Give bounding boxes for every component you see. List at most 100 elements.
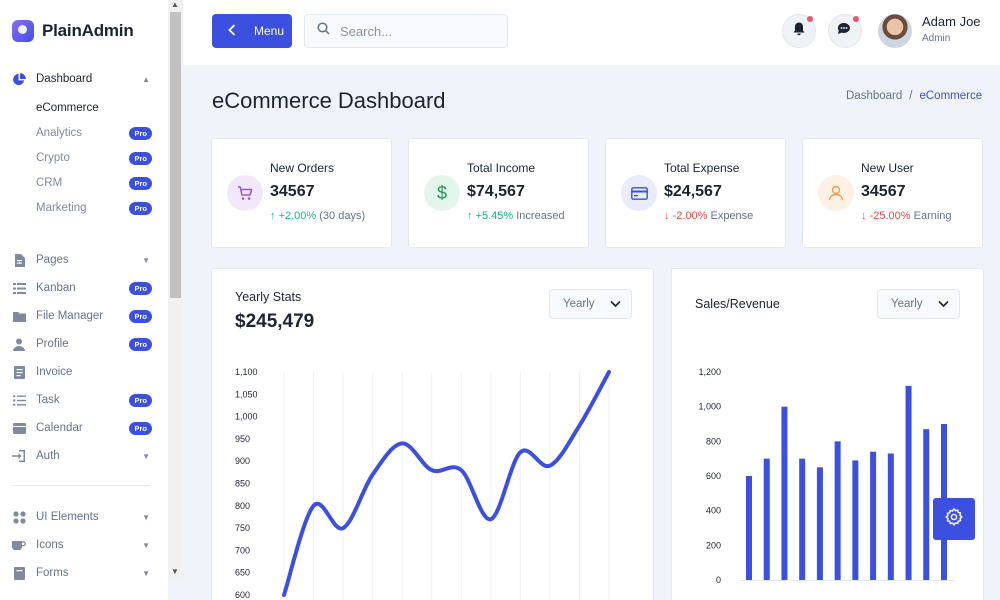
sidebar-item-calendar[interactable]: Calendar Pro xyxy=(12,418,152,438)
sidebar-item-invoice[interactable]: Invoice xyxy=(12,362,152,382)
sidebar-item-label: UI Elements xyxy=(36,511,99,523)
yearly-stats-card: Yearly Stats $245,479 Yearly xyxy=(211,268,654,600)
sidebar-item-label: Pages xyxy=(36,254,69,266)
chevron-down-icon: ▼ xyxy=(142,540,150,550)
stat-trend: ↑ +5.45% Increased xyxy=(467,210,565,222)
invoice-icon xyxy=(12,365,26,379)
sidebar-item-label: Invoice xyxy=(36,366,73,378)
y-tick-label: 400 xyxy=(706,506,721,516)
bar xyxy=(816,467,823,580)
sales-bar-chart: 1,200 1,000 800 600 400 200 0 xyxy=(698,367,954,585)
sidebar-scrollbar-thumb[interactable] xyxy=(170,12,181,298)
stat-change: +2.00% xyxy=(278,210,317,222)
sidebar-subitem-label: Crypto xyxy=(36,152,70,164)
y-tick-label: 1,050 xyxy=(235,389,258,399)
sidebar-item-forms[interactable]: Forms ▼ xyxy=(12,563,152,583)
cart-icon xyxy=(227,175,263,211)
sidebar-subitem-marketing[interactable]: Marketing Pro xyxy=(36,199,152,217)
bar xyxy=(887,453,894,580)
sidebar-item-dashboard[interactable]: Dashboard ▲ xyxy=(12,69,152,89)
stat-trend: ↑ +2.00% (30 days) xyxy=(270,210,365,222)
page-title: eCommerce Dashboard xyxy=(212,88,446,113)
pro-badge: Pro xyxy=(129,176,152,190)
sidebar-subitem-label: Marketing xyxy=(36,202,87,214)
yearly-period-select[interactable]: Yearly xyxy=(549,289,632,319)
user-name[interactable]: Adam Joe xyxy=(922,14,981,29)
sidebar-item-pages[interactable]: Pages ▼ xyxy=(12,250,152,270)
stat-label: New User xyxy=(861,161,914,175)
grid-icon xyxy=(12,510,26,524)
chevron-down-icon: ▼ xyxy=(142,512,150,522)
sidebar-subitem-label: eCommerce xyxy=(36,102,99,114)
chevron-down-icon: ▼ xyxy=(142,255,150,265)
yearly-line-chart: 1,100 1,050 1,000 950 900 850 800 750 700 650 600 xyxy=(235,367,611,600)
pro-badge: Pro xyxy=(129,309,152,323)
sidebar-item-label: Profile xyxy=(36,338,69,350)
task-icon xyxy=(12,393,26,407)
chevron-down-icon xyxy=(938,299,949,311)
sidebar-subitem-crm[interactable]: CRM Pro xyxy=(36,174,152,192)
chart-title: Sales/Revenue xyxy=(695,297,780,311)
sidebar-subitem-crypto[interactable]: Crypto Pro xyxy=(36,149,152,167)
dollar-icon: $ xyxy=(424,175,460,211)
sidebar-item-task[interactable]: Task Pro xyxy=(12,390,152,410)
arrow-up-icon: ↑ xyxy=(270,210,276,222)
yearly-total: $245,479 xyxy=(235,311,315,332)
pie-chart-icon xyxy=(12,72,26,86)
messages-button[interactable] xyxy=(828,14,862,48)
bar xyxy=(763,458,770,580)
avatar[interactable] xyxy=(878,14,912,48)
search-input[interactable] xyxy=(340,23,490,39)
chevron-down-icon: ▼ xyxy=(142,568,150,578)
stat-value: $24,567 xyxy=(664,183,722,200)
scroll-up-arrow-icon[interactable]: ▲ xyxy=(171,0,179,9)
logo-text: PlainAdmin xyxy=(42,21,134,40)
menu-button[interactable]: Menu xyxy=(212,14,292,48)
sidebar-item-icons[interactable]: Icons ▼ xyxy=(12,535,152,555)
y-tick-label: 600 xyxy=(235,590,250,600)
bell-icon xyxy=(793,22,805,41)
arrow-down-icon: ↓ xyxy=(861,210,867,222)
sidebar-item-auth[interactable]: Auth ▼ xyxy=(12,446,152,466)
sidebar-item-file-manager[interactable]: File Manager Pro xyxy=(12,306,152,326)
scroll-down-arrow-icon[interactable]: ▼ xyxy=(171,567,179,576)
pro-badge: Pro xyxy=(129,421,152,435)
bar xyxy=(781,406,788,580)
chevron-down-icon xyxy=(610,299,621,311)
y-tick-label: 850 xyxy=(235,479,250,489)
sidebar-subitem-analytics[interactable]: Analytics Pro xyxy=(36,124,152,142)
chevron-down-icon: ▼ xyxy=(142,451,150,461)
cup-icon xyxy=(12,538,26,552)
sidebar-item-label: Auth xyxy=(36,450,60,462)
sidebar-subitem-ecommerce[interactable]: eCommerce xyxy=(36,99,152,117)
gear-icon xyxy=(945,507,963,531)
bar xyxy=(870,451,877,580)
y-tick-label: 650 xyxy=(235,568,250,578)
sidebar-item-kanban[interactable]: Kanban Pro xyxy=(12,278,152,298)
logo[interactable]: PlainAdmin xyxy=(12,20,134,42)
pro-badge: Pro xyxy=(129,126,152,140)
stat-value: 34567 xyxy=(861,183,906,200)
user-icon xyxy=(818,175,854,211)
stat-suffix: (30 days) xyxy=(319,210,366,222)
breadcrumb-root[interactable]: Dashboard xyxy=(846,90,903,102)
sidebar-item-ui-elements[interactable]: UI Elements ▼ xyxy=(12,507,152,527)
message-dot xyxy=(853,16,859,22)
stat-card-new-user: New User 34567 ↓ -25.00% Earning xyxy=(802,138,983,248)
stat-label: New Orders xyxy=(270,161,335,175)
y-tick-label: 600 xyxy=(706,471,721,481)
sidebar-subitem-label: Analytics xyxy=(36,127,83,139)
sidebar-item-label: File Manager xyxy=(36,310,104,322)
y-tick-label: 750 xyxy=(235,523,250,533)
y-tick-label: 1,100 xyxy=(235,367,258,377)
notifications-button[interactable] xyxy=(782,14,816,48)
sales-period-select[interactable]: Yearly xyxy=(877,289,960,319)
settings-button[interactable] xyxy=(933,498,975,540)
folder-icon xyxy=(12,309,26,323)
sidebar-subitem-label: CRM xyxy=(36,177,63,189)
search-box[interactable] xyxy=(304,14,508,48)
search-icon xyxy=(317,22,330,40)
sidebar-item-profile[interactable]: Profile Pro xyxy=(12,334,152,354)
y-tick-label: 200 xyxy=(706,540,721,550)
breadcrumb-separator: / xyxy=(909,90,913,102)
